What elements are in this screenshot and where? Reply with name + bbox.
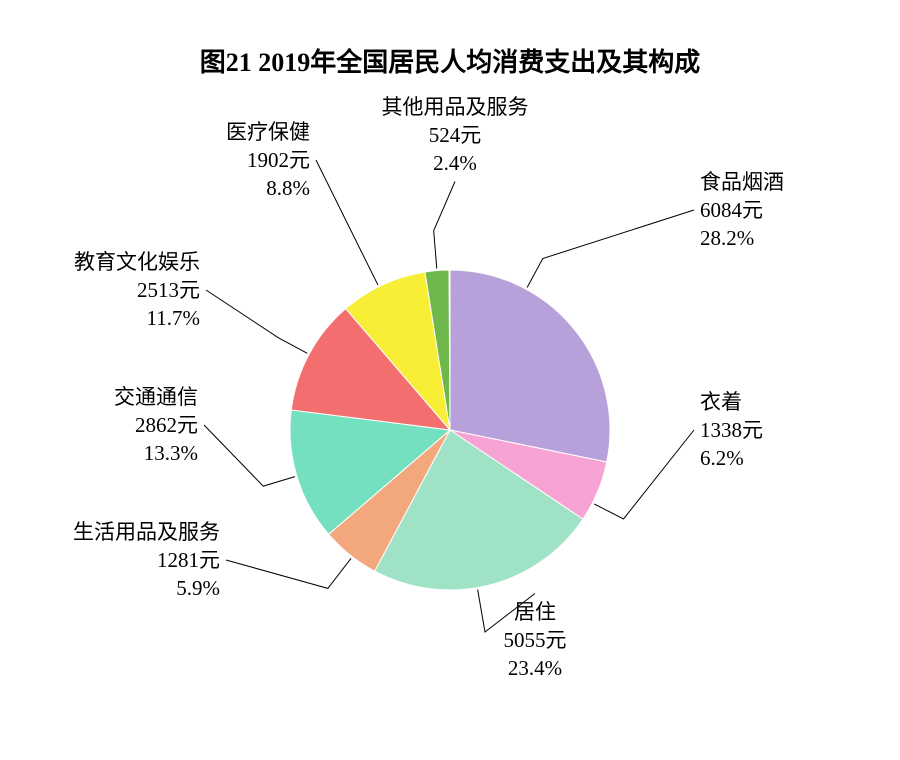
slice-label: 食品烟酒6084元28.2% <box>700 168 784 253</box>
slice-name: 食品烟酒 <box>700 168 784 196</box>
slice-label: 其他用品及服务524元2.4% <box>382 93 529 178</box>
slice-value: 5055元 <box>504 626 567 654</box>
leader-line <box>206 290 307 353</box>
leader-line <box>204 425 295 486</box>
slice-name: 医疗保健 <box>226 118 310 146</box>
slice-name: 居住 <box>504 598 567 626</box>
slice-value: 1338元 <box>700 416 763 444</box>
slice-label: 医疗保健1902元8.8% <box>226 118 310 203</box>
slice-name: 教育文化娱乐 <box>74 248 200 276</box>
slice-percent: 8.8% <box>226 174 310 202</box>
slice-value: 1902元 <box>226 146 310 174</box>
slice-label: 衣着1338元6.2% <box>700 388 763 473</box>
slice-name: 其他用品及服务 <box>382 93 529 121</box>
slice-name: 生活用品及服务 <box>73 518 220 546</box>
pie-slice <box>450 270 610 462</box>
slice-label: 生活用品及服务1281元5.9% <box>73 518 220 603</box>
slice-percent: 28.2% <box>700 224 784 252</box>
slice-label: 居住5055元23.4% <box>504 598 567 683</box>
slice-percent: 23.4% <box>504 654 567 682</box>
slice-name: 交通通信 <box>114 383 198 411</box>
slice-percent: 13.3% <box>114 439 198 467</box>
slice-value: 6084元 <box>700 196 784 224</box>
slice-name: 衣着 <box>700 388 763 416</box>
slice-percent: 6.2% <box>700 444 763 472</box>
slice-value: 2862元 <box>114 411 198 439</box>
leader-line <box>316 160 378 285</box>
slice-percent: 2.4% <box>382 149 529 177</box>
leader-line <box>226 558 351 588</box>
slice-label: 交通通信2862元13.3% <box>114 383 198 468</box>
slice-value: 524元 <box>382 121 529 149</box>
leader-line <box>527 210 694 288</box>
slice-percent: 5.9% <box>73 574 220 602</box>
slice-percent: 11.7% <box>74 304 200 332</box>
leader-line <box>434 182 455 269</box>
slice-label: 教育文化娱乐2513元11.7% <box>74 248 200 333</box>
slice-value: 2513元 <box>74 276 200 304</box>
slice-value: 1281元 <box>73 546 220 574</box>
